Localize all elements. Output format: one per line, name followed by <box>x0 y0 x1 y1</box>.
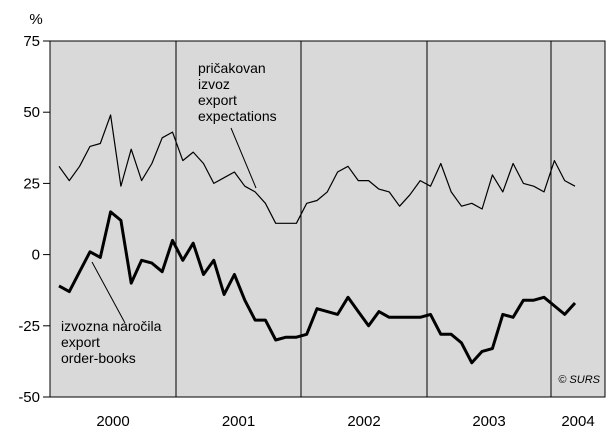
x-tick-label: 2004 <box>561 413 594 430</box>
y-tick-label: 25 <box>23 175 40 192</box>
y-axis-unit: % <box>29 11 42 28</box>
x-tick-label: 2001 <box>222 413 255 430</box>
series-line-export-expectations <box>58 114 576 224</box>
label-export-order-books-line-1: izvozna naročila <box>61 318 162 334</box>
y-tick-label: -50 <box>18 389 40 406</box>
label-export-expectations-line-1: pričakovan <box>198 60 266 76</box>
year-dividers <box>175 41 552 397</box>
credit-label: © SURS <box>558 374 600 386</box>
y-tick-label: 0 <box>32 247 40 264</box>
label-export-order-books: izvozna naročila export order-books <box>61 261 162 366</box>
label-export-expectations-line-2: izvoz <box>198 76 230 92</box>
label-export-expectations-line-4: expectations <box>198 108 277 124</box>
y-tick-label: 50 <box>23 104 40 121</box>
label-export-expectations: pričakovan izvoz export expectations <box>198 60 277 189</box>
label-export-expectations-line-3: export <box>198 92 237 108</box>
plot-background <box>49 40 606 398</box>
y-axis: 75 50 25 0 -25 -50 <box>18 33 50 406</box>
label-export-order-books-line-2: export <box>61 334 100 350</box>
plot-area <box>49 40 606 398</box>
x-tick-label: 2002 <box>347 413 380 430</box>
label-export-expectations-leader <box>230 127 257 189</box>
y-tick-label: -25 <box>18 318 40 335</box>
label-export-order-books-line-3: order-books <box>61 350 136 366</box>
y-tick-label: 75 <box>23 33 40 50</box>
series-line-export-order-books <box>58 210 577 365</box>
x-tick-label: 2003 <box>472 413 505 430</box>
x-axis: 2000 2001 2002 2003 2004 <box>96 413 594 430</box>
x-tick-label: 2000 <box>96 413 129 430</box>
label-export-order-books-leader <box>91 261 126 324</box>
series-layer <box>58 114 577 365</box>
